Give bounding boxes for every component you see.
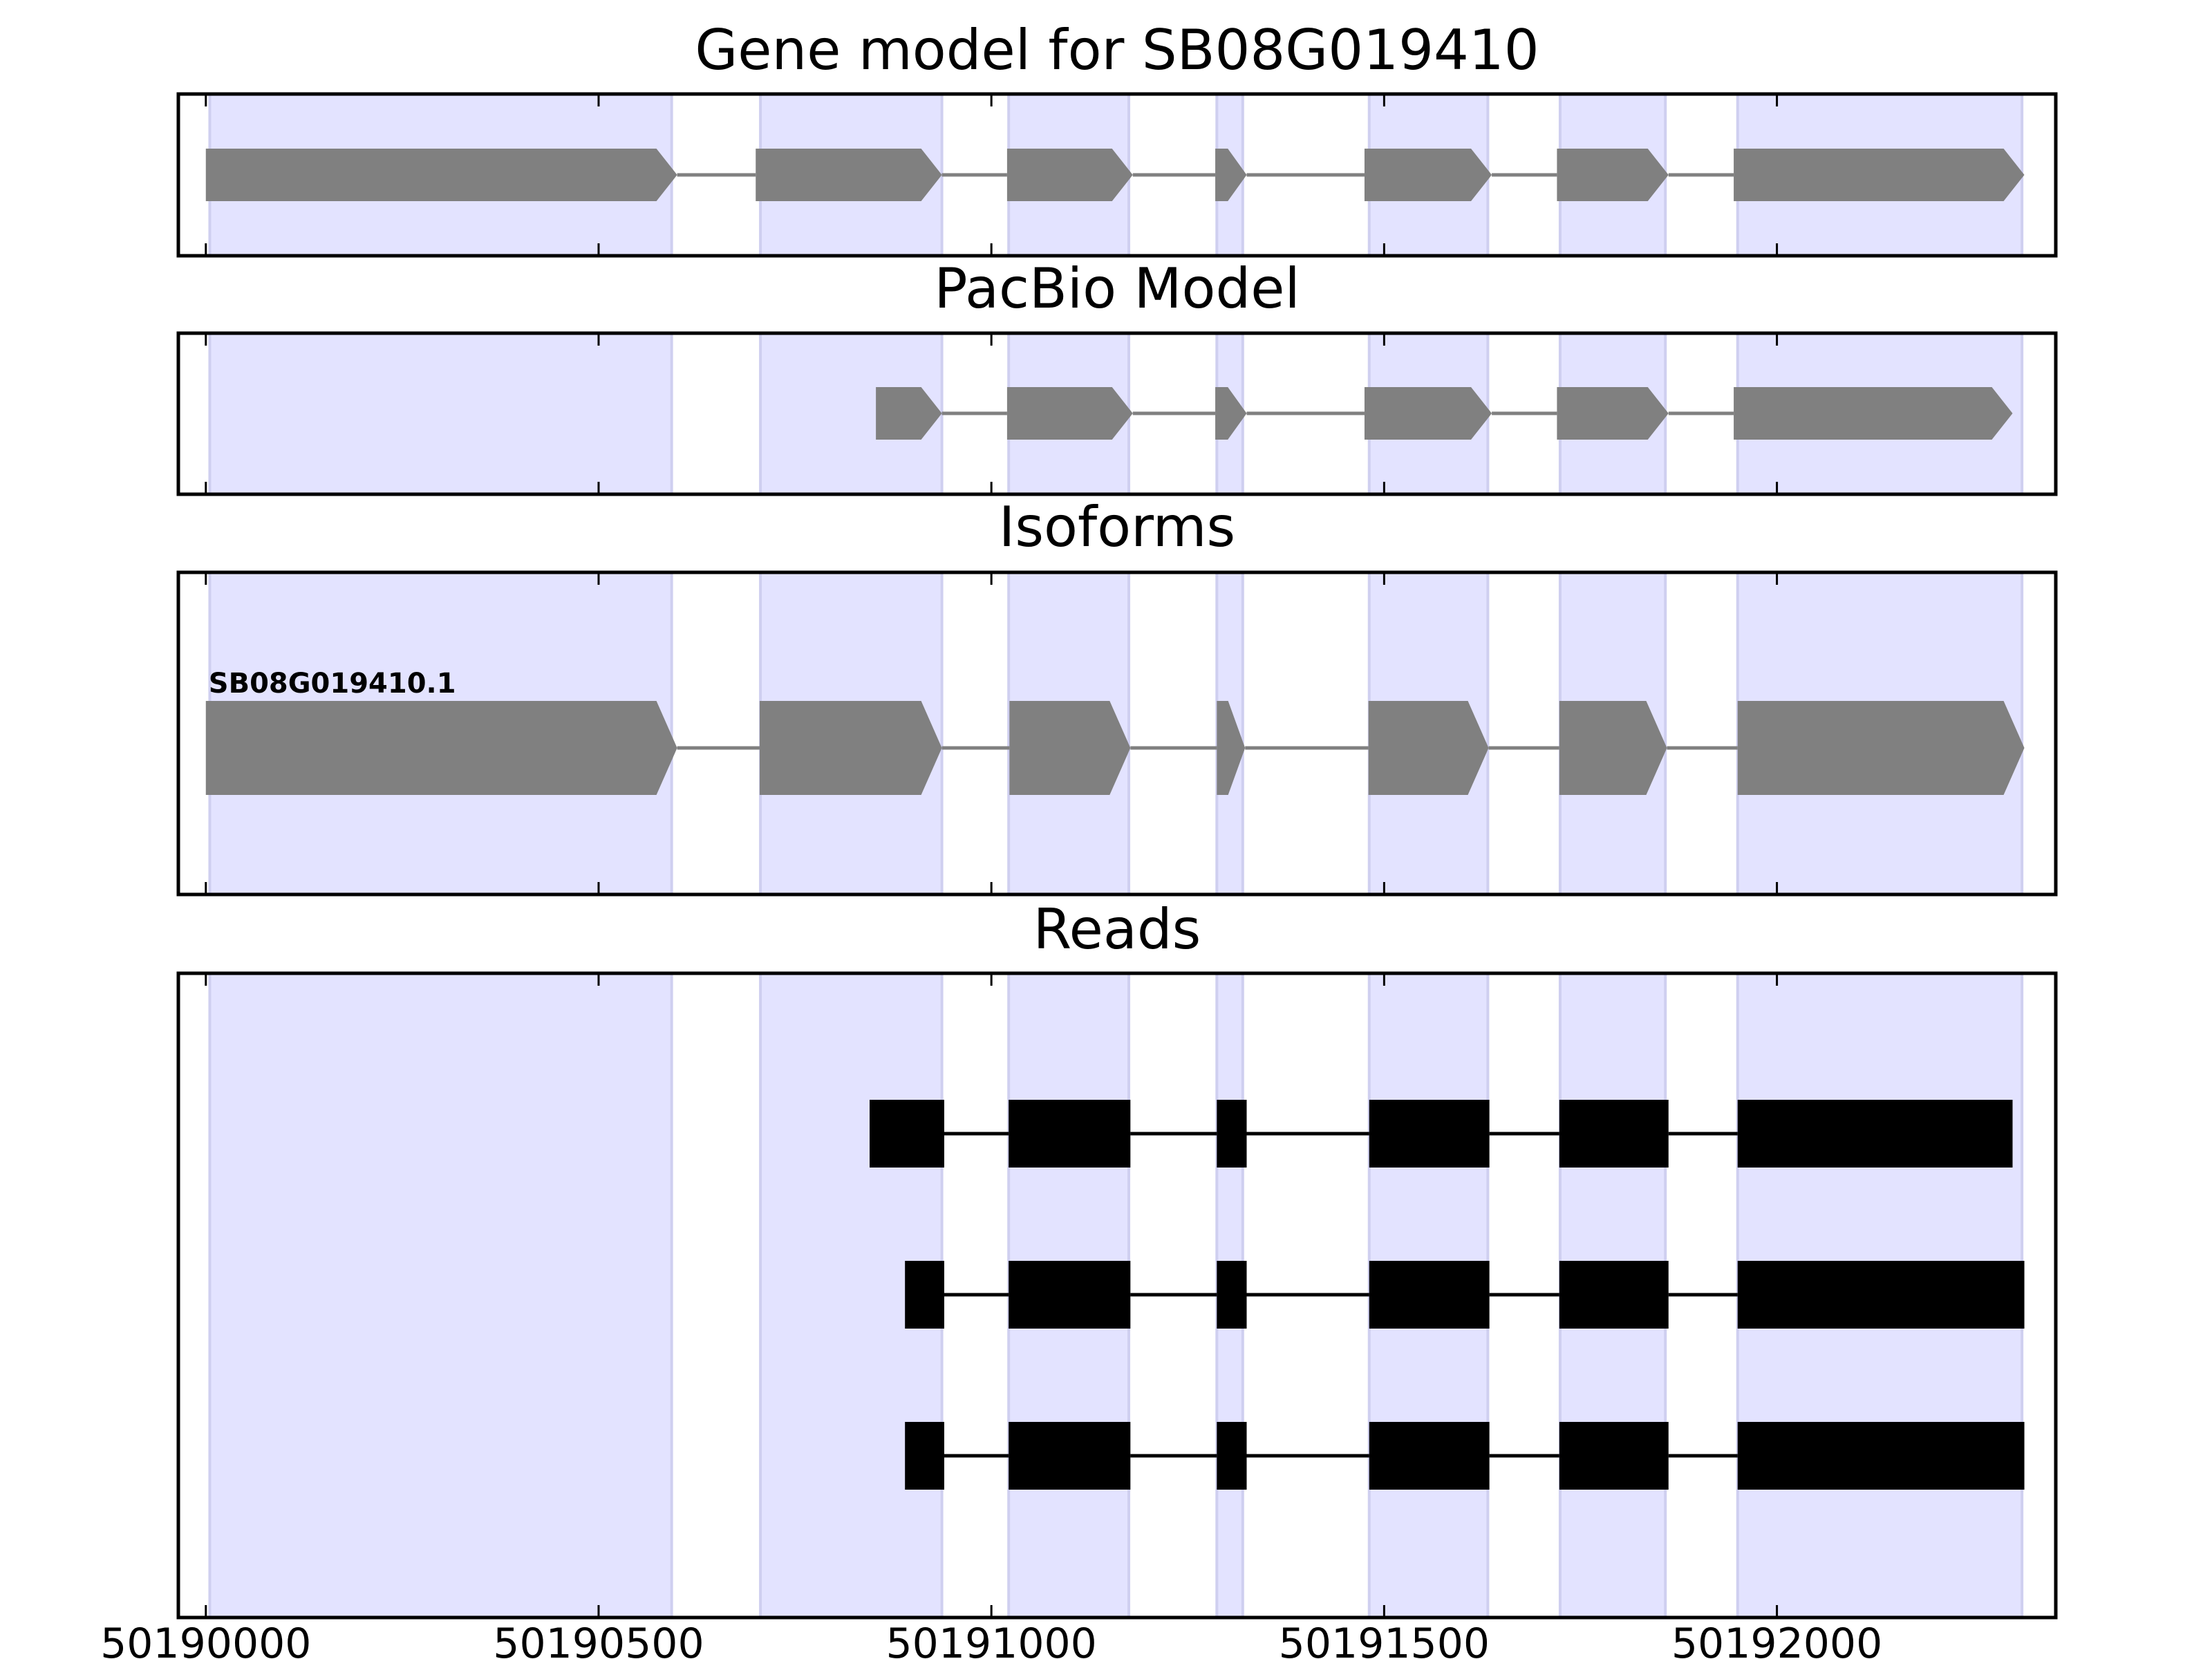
read-exon-block: [1217, 1100, 1247, 1168]
panel-title-isoforms: Isoforms: [999, 495, 1235, 559]
panel-reads: Reads: [176, 897, 2058, 1620]
read-exon-block: [1737, 1100, 2013, 1168]
panel-frame: [176, 331, 2058, 496]
transcript-track: [905, 1422, 2025, 1490]
panel-frame: [176, 92, 2058, 258]
exon-arrow: [759, 701, 942, 795]
exon-arrow: [1364, 149, 1492, 201]
panel-frame: [176, 971, 2058, 1620]
read-exon-block: [1737, 1261, 2025, 1329]
exon-arrow: [205, 149, 677, 201]
read-exon-block: [1369, 1422, 1490, 1490]
x-axis: 50190000 50190500 50191000 50191500 50192000: [100, 1620, 1882, 1659]
read-exon-block: [1217, 1261, 1247, 1329]
exon-arrow: [1734, 387, 2013, 440]
exon-arrow: [1364, 387, 1492, 440]
isoform-label: SB08G019410.1: [209, 668, 456, 700]
panel-title-pacbio-model: PacBio Model: [934, 256, 1300, 321]
panel-isoforms: Isoforms SB08G019410.1: [176, 495, 2058, 897]
read-exon-block: [1559, 1261, 1669, 1329]
transcript-track: [905, 1261, 2025, 1329]
read-exon-block: [1009, 1261, 1131, 1329]
read-exon-block: [905, 1261, 944, 1329]
exon-arrow: [1215, 149, 1247, 201]
exon-arrow: [1557, 387, 1669, 440]
exon-arrow: [1559, 701, 1667, 795]
read-exon-block: [1559, 1422, 1669, 1490]
exon-arrow: [1006, 387, 1133, 440]
read-exon-block: [1009, 1422, 1131, 1490]
exon-region-shade: [208, 972, 673, 1619]
exon-arrow: [756, 149, 942, 201]
panel-pacbio-model: PacBio Model: [176, 256, 2058, 496]
x-tick-label: 50191500: [1279, 1620, 1490, 1659]
panel-frame: [176, 570, 2058, 897]
panel-title-gene-model: Gene model for SB08G019410: [695, 18, 1539, 82]
x-tick-label: 50190500: [493, 1620, 704, 1659]
transcript-track: [205, 149, 2025, 201]
exon-arrow: [1734, 149, 2025, 201]
exon-region-shade: [208, 332, 673, 496]
panel-gene-model: Gene model for SB08G019410: [176, 18, 2058, 258]
exon-arrow: [1215, 387, 1247, 440]
transcript-track: [876, 387, 2013, 440]
exon-arrow: [1368, 701, 1489, 795]
exon-arrow: [1217, 701, 1246, 795]
transcript-track: [870, 1100, 2013, 1168]
x-tick-label: 50190000: [100, 1620, 311, 1659]
exon-arrow: [205, 701, 677, 795]
panels-layer: Gene model for SB08G019410 PacBio Model Is…: [176, 18, 2058, 1620]
exon-arrow: [1009, 701, 1131, 795]
read-exon-block: [1009, 1100, 1131, 1168]
panel-title-reads: Reads: [1033, 897, 1201, 962]
read-exon-block: [905, 1422, 944, 1490]
exon-arrow: [1737, 701, 2025, 795]
exon-arrow: [1557, 149, 1669, 201]
read-exon-block: [870, 1100, 944, 1168]
transcript-track: SB08G019410.1: [205, 668, 2025, 795]
read-exon-block: [1369, 1100, 1490, 1168]
x-tick-label: 50192000: [1671, 1620, 1882, 1659]
exon-arrow: [876, 387, 942, 440]
x-tick-label: 50191000: [885, 1620, 1096, 1659]
read-exon-block: [1559, 1100, 1669, 1168]
read-exon-block: [1369, 1261, 1490, 1329]
exon-arrow: [1006, 149, 1133, 201]
read-exon-block: [1217, 1422, 1247, 1490]
read-exon-block: [1737, 1422, 2025, 1490]
